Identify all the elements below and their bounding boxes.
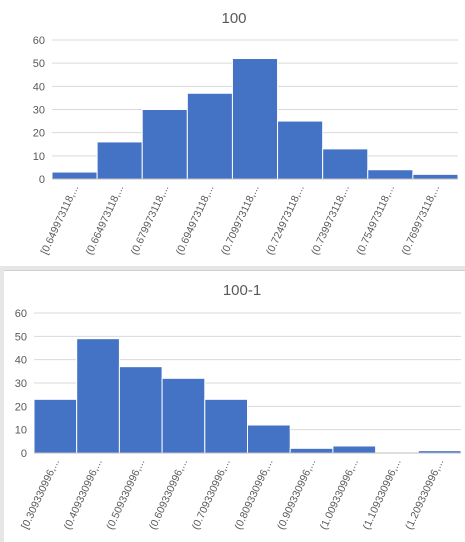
y-tick-label: 0 xyxy=(39,174,45,186)
chart-canvas: 100-1 0 10 20 30 40 50 60 [0.309330996,... (0.40… xyxy=(15,282,462,532)
histogram-bar xyxy=(161,377,206,454)
histogram-bar xyxy=(96,141,143,180)
x-tick-label: (0.694973118,... xyxy=(174,183,217,257)
y-tick-label: 30 xyxy=(15,378,27,390)
x-tick-label: (0.664973118,... xyxy=(84,183,127,257)
histogram-bar xyxy=(289,447,334,454)
histogram-bar xyxy=(412,173,459,180)
x-tick-label: (0.679973118,... xyxy=(129,183,172,257)
x-tick-label: (0.739973118,... xyxy=(309,183,352,257)
histogram-bar xyxy=(322,148,369,180)
y-tick-label: 60 xyxy=(33,35,45,47)
x-tick-label: (0.509330996,... xyxy=(104,457,147,531)
x-tick-label: (0.909330996,... xyxy=(275,457,318,531)
y-tick-label: 10 xyxy=(15,425,27,437)
y-tick-label: 50 xyxy=(33,58,45,70)
histogram-bar xyxy=(141,109,188,180)
histogram-bar xyxy=(247,424,291,454)
y-tick-label: 50 xyxy=(15,331,27,343)
x-tick-label: (0.724973118,... xyxy=(264,183,307,257)
x-tick-label: (0.769973118,... xyxy=(399,183,442,257)
x-tick-label: [0.309330996,... xyxy=(19,457,62,531)
histogram-bar xyxy=(277,120,324,180)
y-tick-label: 10 xyxy=(33,151,45,163)
histogram-bar xyxy=(332,445,377,454)
histogram-bar xyxy=(367,169,414,180)
histogram-bar xyxy=(33,398,78,454)
x-tick-label: (1.109330996,... xyxy=(360,457,403,531)
y-tick-label: 60 xyxy=(15,308,27,320)
x-tick-label: (0.809330996,... xyxy=(232,457,275,531)
x-tick-label: (1.009330996,... xyxy=(318,457,361,531)
histogram-bar xyxy=(76,338,120,454)
y-tick-label: 0 xyxy=(21,448,27,460)
chart-title: 100 xyxy=(221,10,246,27)
x-tick-label: (1.209330996,... xyxy=(403,457,446,531)
histogram-bar xyxy=(204,398,249,454)
x-tick-label: (0.709973118,... xyxy=(219,183,262,257)
y-tick-label: 20 xyxy=(15,401,27,413)
x-tick-label: [0.649973118,... xyxy=(39,183,82,256)
chart-canvas: 100 0 10 20 30 40 50 60 [0.649973118,... (0.6649… xyxy=(33,10,459,257)
histogram-chart-100-1: 100-1 0 10 20 30 40 50 60 [0.309330996,... (0.40… xyxy=(4,270,465,542)
histogram-bar xyxy=(231,58,279,180)
histogram-bar xyxy=(118,366,163,454)
x-tick-label: (0.709330996,... xyxy=(190,457,233,531)
y-tick-label: 20 xyxy=(33,128,45,140)
x-tick-label: (0.609330996,... xyxy=(147,457,190,531)
histogram-bar xyxy=(186,92,233,180)
y-tick-label: 40 xyxy=(15,355,27,367)
x-tick-label: (0.754973118,... xyxy=(354,183,397,257)
histogram-bar xyxy=(51,171,98,180)
y-tick-label: 40 xyxy=(33,81,45,93)
y-tick-label: 30 xyxy=(33,105,45,117)
chart-title: 100-1 xyxy=(223,282,261,299)
histogram-chart-100: 100 0 10 20 30 40 50 60 [0.649973118,... (0.6649… xyxy=(0,0,465,266)
x-tick-label: (0.409330996,... xyxy=(62,457,105,531)
